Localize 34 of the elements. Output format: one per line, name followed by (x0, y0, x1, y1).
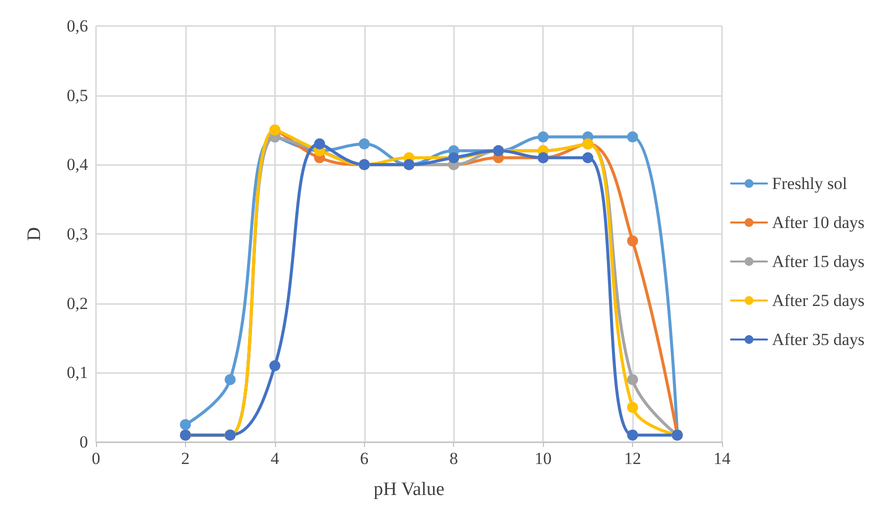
legend-label: After 10 days (772, 213, 865, 232)
y-tick-label: 0,3 (66, 224, 88, 244)
y-axis-title: D (24, 227, 45, 241)
y-tick-label: 0,4 (66, 155, 88, 174)
x-tick-label: 6 (360, 449, 369, 468)
point (627, 402, 638, 413)
point (627, 235, 638, 246)
point (224, 374, 236, 386)
y-tick-label: 0 (80, 432, 88, 452)
x-axis-title: pH Value (374, 479, 444, 500)
x-tick-label: 4 (270, 449, 280, 468)
y-tick-label: 0,2 (66, 294, 88, 313)
x-tick-label: 8 (449, 449, 458, 468)
x-tick-label: 14 (714, 449, 731, 468)
x-tick-label: 10 (534, 449, 552, 468)
legend-label: After 35 days (772, 330, 865, 349)
point (314, 138, 326, 150)
point (538, 131, 549, 142)
point (627, 374, 638, 386)
x-tick-label: 2 (181, 449, 190, 468)
legend-label: After 25 days (772, 291, 865, 310)
point (180, 419, 191, 430)
legend-label: After 15 days (772, 252, 865, 271)
x-tick-label: 12 (624, 449, 642, 468)
y-tick-label: 0,1 (66, 363, 88, 382)
point (627, 430, 638, 441)
point (358, 138, 370, 150)
y-tick-label: 0,6 (66, 16, 88, 36)
legend-label: Freshly sol (772, 174, 848, 193)
y-tick-label: 0,5 (66, 86, 88, 105)
point (269, 360, 280, 372)
x-tick-label: 0 (92, 449, 100, 468)
point (582, 152, 594, 164)
point (627, 131, 638, 142)
